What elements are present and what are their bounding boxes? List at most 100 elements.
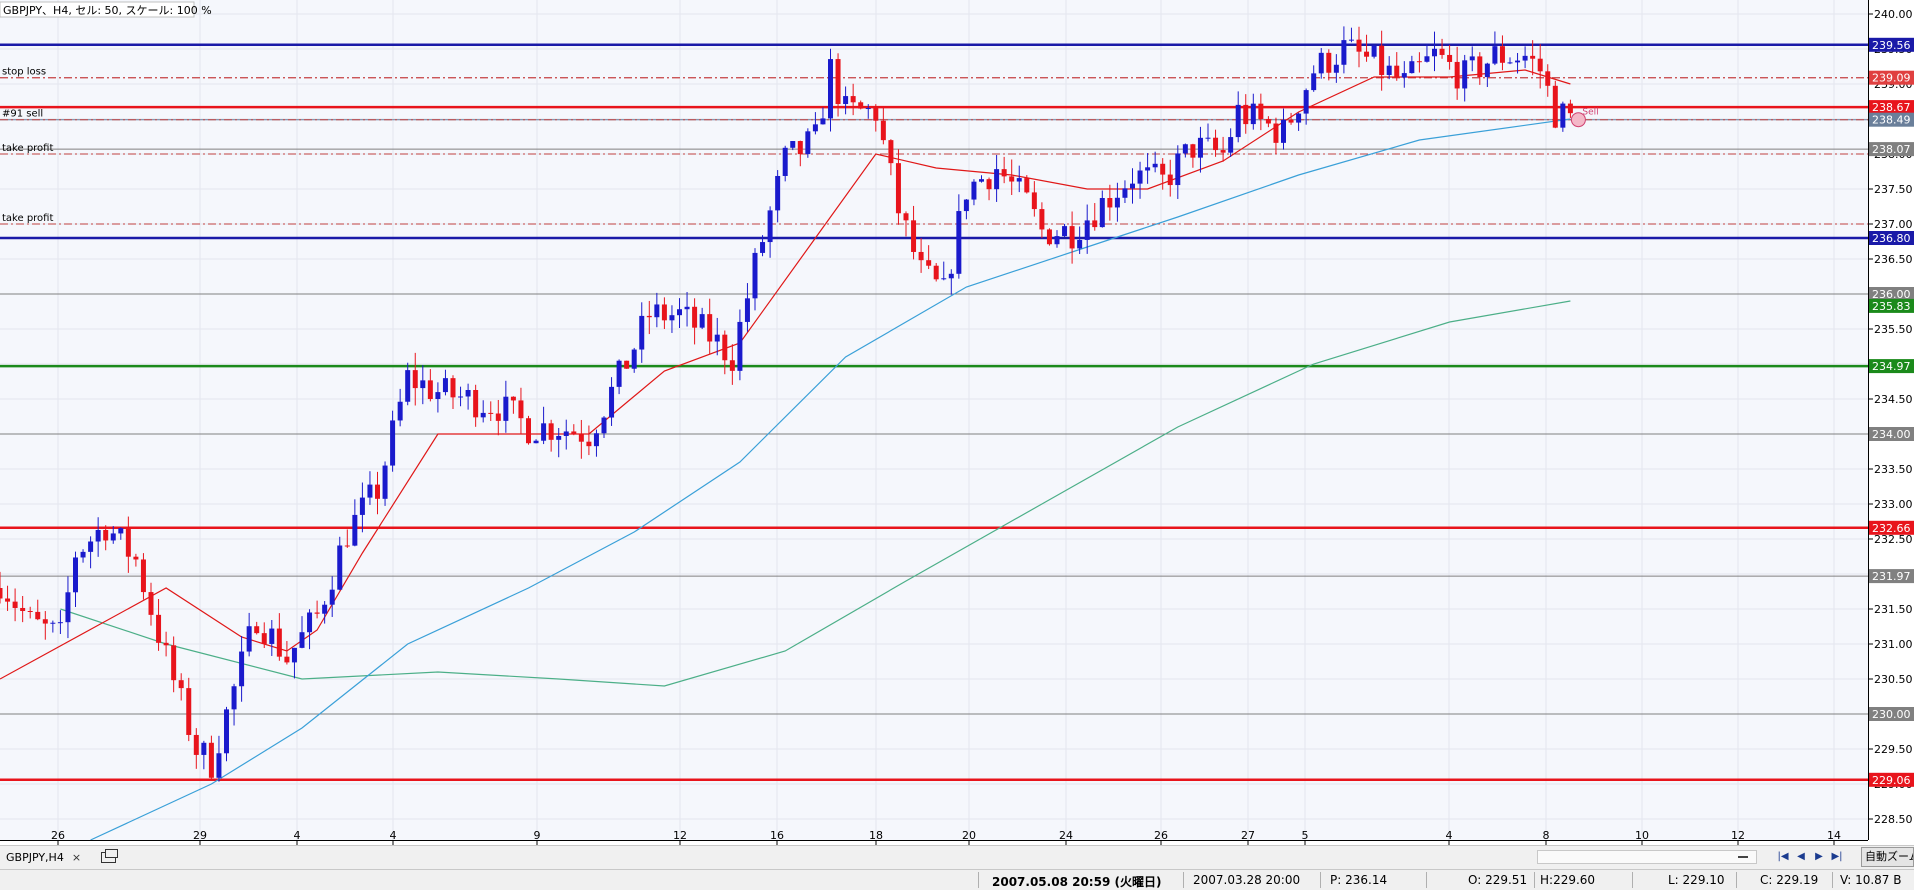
candle-body [261, 633, 267, 644]
nav-last-icon[interactable]: ▶| [1831, 851, 1843, 862]
candle-body [1258, 103, 1264, 119]
candle-body [27, 611, 33, 613]
status-separator [1183, 872, 1184, 888]
price-tag-label: 236.00 [1872, 288, 1911, 301]
chart-tab[interactable]: GBPJPY,H4 × [0, 846, 122, 869]
candle-body [503, 396, 509, 421]
candle-body [375, 484, 380, 499]
status-separator [978, 872, 979, 888]
candle-body [163, 642, 169, 646]
candle-body [178, 680, 184, 689]
candle-body [1371, 45, 1377, 57]
candle-body [888, 140, 894, 164]
price-tick-label: 237.50 [1874, 183, 1913, 196]
candle-body [578, 434, 584, 442]
candle-body [1213, 137, 1219, 151]
price-tag [1869, 112, 1914, 127]
candle-body [586, 441, 592, 447]
price-tick-label: 231.00 [1874, 638, 1913, 651]
candle-body [548, 423, 554, 440]
candle-body [820, 118, 826, 125]
candle-body [1515, 60, 1521, 63]
time-tick-label: 26 [51, 829, 65, 842]
window-icon[interactable] [101, 849, 119, 863]
candle-body [1182, 144, 1188, 154]
candle-body [1303, 90, 1309, 114]
chart-tab-bar: GBPJPY,H4 × |◀ ◀ ▶ ▶| 自動ズーム [0, 845, 1914, 869]
price-tick-label: 235.50 [1874, 323, 1913, 336]
candle-body [110, 533, 116, 541]
time-tick-label: 4 [294, 829, 301, 842]
candle-body [533, 440, 539, 444]
candle-body [865, 108, 871, 110]
sell-marker[interactable]: Sell [1570, 108, 1599, 128]
chart-area[interactable]: stop loss #91 sell take profit take profit … [0, 0, 1914, 845]
time-tick-label: 4 [1446, 829, 1453, 842]
candle-body [684, 306, 690, 310]
price-tag-label: 232.66 [1872, 522, 1911, 535]
price-tag [1869, 569, 1914, 584]
time-tick-label: 10 [1635, 829, 1649, 842]
candle-body [171, 645, 177, 681]
status-separator [1320, 872, 1321, 888]
candle-body [1152, 163, 1158, 168]
ma-fast-line [0, 69, 1571, 680]
plot-background [0, 0, 1868, 840]
candle-body [50, 622, 56, 624]
price-tick-label: 232.50 [1874, 533, 1913, 546]
price-tag [1869, 707, 1914, 721]
candle-body [812, 124, 818, 132]
time-ticks: 26 29 4 4 9 12 16 18 20 24 26 27 5 4 8 10 12 14 [51, 829, 1841, 845]
candle-body [1296, 113, 1302, 123]
scrollbar-thumb[interactable] [1738, 856, 1748, 858]
time-tick-label: 16 [770, 829, 784, 842]
candle-body [382, 465, 388, 499]
candle-body [140, 559, 146, 593]
candle-body [926, 260, 932, 266]
candle-body [933, 265, 939, 280]
candle-body [329, 589, 335, 605]
chart-scrollbar[interactable] [1537, 850, 1757, 864]
candle-body [1492, 46, 1498, 64]
nav-first-icon[interactable]: |◀ [1777, 851, 1789, 862]
time-tick-label: 18 [869, 829, 883, 842]
candle-body [714, 334, 720, 342]
chart-header-bg [0, 1, 195, 18]
time-tick-label: 20 [962, 829, 976, 842]
candle-body [1205, 137, 1211, 139]
candle-body [1167, 174, 1173, 186]
candle-body [1432, 48, 1437, 57]
auto-zoom-button[interactable]: 自動ズーム [1861, 847, 1914, 867]
candle-body [1077, 239, 1083, 249]
price-tag-label: 238.67 [1872, 101, 1911, 114]
sell-marker-icon[interactable] [1570, 112, 1586, 128]
order-line-label: stop loss [2, 67, 46, 78]
candle-body [473, 389, 479, 418]
candle-body [541, 423, 547, 441]
candle-body [0, 588, 3, 599]
price-tag-label: 230.00 [1872, 708, 1911, 721]
tab-close-icon[interactable]: × [71, 851, 82, 864]
candle-body [1220, 150, 1226, 153]
price-tag-label: 235.83 [1872, 300, 1911, 313]
candle-body [1265, 118, 1271, 124]
candle-body [1288, 119, 1294, 123]
nav-prev-icon[interactable]: ◀ [1797, 851, 1805, 862]
candle-body [518, 400, 524, 419]
candle-body [1364, 51, 1370, 57]
candle-body [903, 213, 909, 221]
candle-body [510, 396, 516, 401]
candle-body [73, 557, 78, 593]
status-low: L: 229.10 [1668, 873, 1725, 887]
candle-body [1069, 226, 1075, 249]
candle-body [918, 251, 924, 261]
candle-body [186, 688, 192, 735]
nav-next-icon[interactable]: ▶ [1815, 851, 1823, 862]
moving-averages [0, 69, 1571, 841]
candle-body [420, 380, 426, 389]
candle-body [563, 431, 569, 436]
price-tag-label: 234.97 [1872, 360, 1911, 373]
time-tick-label: 9 [534, 829, 541, 842]
candle-body [1522, 55, 1528, 61]
